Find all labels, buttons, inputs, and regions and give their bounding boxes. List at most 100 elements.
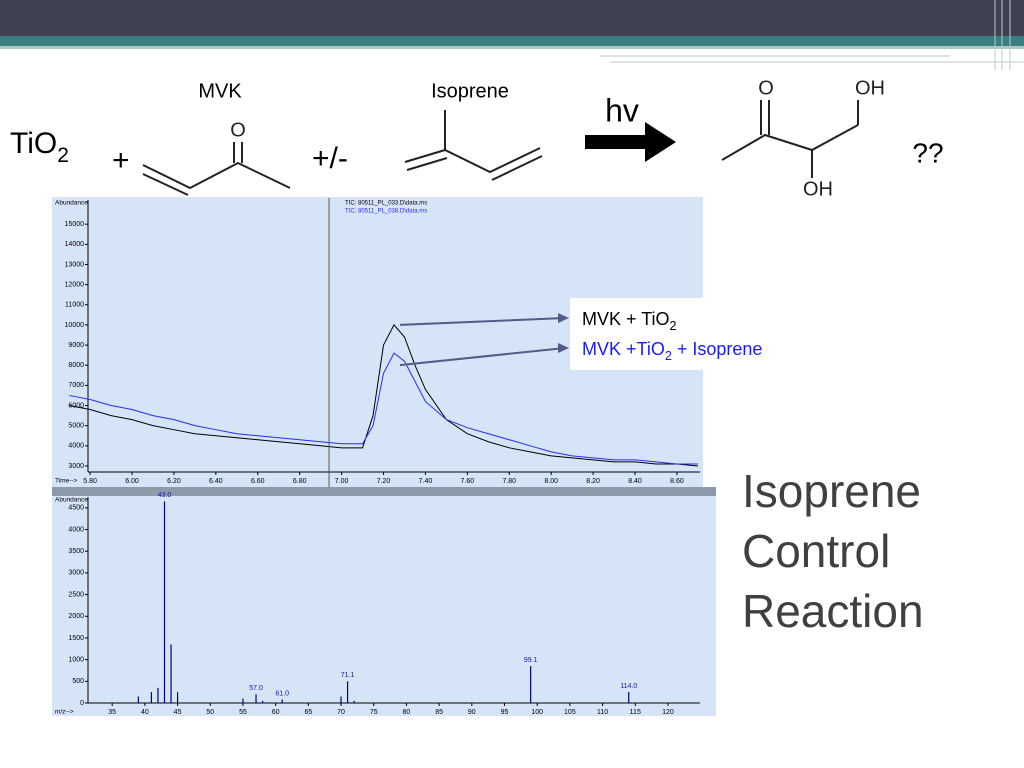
y-tick-label: 4000 bbox=[68, 526, 84, 533]
y-tick-label: 5000 bbox=[68, 423, 84, 430]
atom-label: OH bbox=[855, 77, 885, 99]
subscript: 2 bbox=[670, 319, 677, 333]
y-tick-label: 8000 bbox=[68, 362, 84, 369]
unknown: ?? bbox=[912, 137, 943, 168]
plus-minus: +/- bbox=[312, 142, 348, 175]
legend-entry: TIC: 80511_PL_033.D\data.ms bbox=[345, 201, 427, 207]
x-tick-label: 7.20 bbox=[377, 478, 391, 485]
chart: 0 500 1000 1500 2000 2500 3000 3500 4000 4500 35 40… bbox=[55, 492, 700, 716]
x-tick-label: 8.40 bbox=[628, 478, 642, 485]
y-tick-label: 3500 bbox=[68, 548, 84, 555]
callout-arrow bbox=[399, 347, 566, 367]
y-tick-label: 1500 bbox=[68, 635, 84, 642]
x-tick-label: 35 bbox=[108, 709, 116, 716]
x-tick-label: 40 bbox=[141, 709, 149, 716]
y-tick-label: 500 bbox=[72, 678, 84, 685]
x-tick-label: 55 bbox=[239, 709, 247, 716]
y-tick-label: 10000 bbox=[65, 322, 85, 329]
y-tick-label: 4500 bbox=[68, 505, 84, 512]
reagent-text: TiO bbox=[10, 127, 57, 160]
subscript: 2 bbox=[665, 349, 672, 363]
ms-title-bar bbox=[52, 487, 716, 496]
x-axis-label: Time--> bbox=[55, 478, 78, 485]
x-tick-label: 110 bbox=[597, 709, 608, 716]
x-tick-label: 8.20 bbox=[586, 478, 600, 485]
x-tick-label: 120 bbox=[662, 709, 674, 716]
hv: hv bbox=[605, 92, 639, 128]
peak-label: 61.0 bbox=[275, 690, 289, 697]
callout-arrowhead bbox=[558, 343, 569, 353]
mvk-label: MVK bbox=[198, 80, 242, 102]
stripe-light bbox=[0, 46, 1024, 49]
y-tick-label: 3000 bbox=[68, 570, 84, 577]
x-tick-label: 70 bbox=[337, 709, 345, 716]
x-tick-label: 6.00 bbox=[125, 478, 139, 485]
y-tick-label: 0 bbox=[80, 700, 84, 707]
slide-title: Control bbox=[742, 525, 890, 577]
y-tick-label: 7000 bbox=[68, 382, 84, 389]
x-tick-label: 7.80 bbox=[502, 478, 516, 485]
x-tick-label: 80 bbox=[403, 709, 411, 716]
slide-title: Reaction bbox=[742, 585, 924, 637]
x-tick-label: 75 bbox=[370, 709, 378, 716]
callout-arrow bbox=[399, 317, 566, 326]
annotation: MVK +TiO2 + Isoprene bbox=[582, 339, 762, 364]
y-tick-label: 14000 bbox=[65, 241, 85, 248]
series-line bbox=[69, 352, 698, 465]
peak-label: 99.1 bbox=[524, 657, 538, 664]
x-tick-label: 100 bbox=[531, 709, 543, 716]
x-tick-label: 6.20 bbox=[167, 478, 181, 485]
y-tick-label: 2500 bbox=[68, 591, 84, 598]
top-band bbox=[0, 0, 1024, 36]
ms-panel bbox=[52, 496, 716, 716]
slide-title: Isoprene bbox=[742, 465, 921, 517]
mvk-structure bbox=[142, 142, 291, 196]
x-tick-label: 45 bbox=[174, 709, 182, 716]
x-tick-label: 50 bbox=[206, 709, 214, 716]
x-tick-label: 95 bbox=[501, 709, 509, 716]
x-tick-label: 7.60 bbox=[461, 478, 475, 485]
y-tick-label: 13000 bbox=[65, 261, 85, 268]
y-axis-label: Abundance bbox=[55, 497, 88, 504]
peak-label: 71.1 bbox=[341, 672, 355, 679]
y-tick-label: 6000 bbox=[68, 402, 84, 409]
legend-entry: TIC: 80511_PL_038.D\data.ms bbox=[345, 209, 427, 215]
atom-label: OH bbox=[803, 178, 833, 200]
x-axis-label: m/z--> bbox=[55, 709, 74, 716]
reaction-arrow bbox=[585, 122, 676, 162]
peak-label: 57.0 bbox=[249, 685, 263, 692]
chart: 3000 4000 5000 6000 7000 8000 9000 10000 11000 12… bbox=[55, 198, 762, 487]
y-tick-label: 2000 bbox=[68, 613, 84, 620]
peak-label: 114.0 bbox=[620, 683, 637, 690]
x-tick-label: 85 bbox=[435, 709, 443, 716]
decor-lines bbox=[600, 0, 1024, 70]
annotation-text: MVK +TiO bbox=[582, 339, 665, 359]
atom-label: O bbox=[230, 119, 246, 141]
y-tick-label: 4000 bbox=[68, 443, 84, 450]
y-tick-label: 15000 bbox=[65, 221, 85, 228]
x-tick-label: 6.40 bbox=[209, 478, 223, 485]
annotation-text: MVK + TiO bbox=[582, 309, 670, 329]
annotation: MVK + TiO2 bbox=[582, 309, 677, 334]
reagent: TiO2 bbox=[10, 127, 69, 167]
x-tick-label: 6.60 bbox=[251, 478, 265, 485]
isoprene-structure bbox=[404, 110, 543, 181]
x-tick-label: 115 bbox=[630, 709, 641, 716]
subscript: 2 bbox=[57, 144, 69, 167]
y-tick-label: 3000 bbox=[68, 463, 84, 470]
atom-label: O bbox=[758, 77, 774, 99]
x-tick-label: 65 bbox=[304, 709, 312, 716]
series-line bbox=[69, 324, 698, 467]
y-tick-label: 9000 bbox=[68, 342, 84, 349]
x-tick-label: 5.80 bbox=[83, 478, 97, 485]
x-tick-label: 6.80 bbox=[293, 478, 307, 485]
annotation-text: + Isoprene bbox=[672, 339, 763, 359]
plus: + bbox=[112, 144, 130, 177]
x-tick-label: 7.00 bbox=[335, 478, 349, 485]
y-tick-label: 11000 bbox=[65, 302, 84, 309]
y-tick-label: 12000 bbox=[65, 281, 85, 288]
y-tick-label: 1000 bbox=[68, 656, 84, 663]
x-tick-label: 60 bbox=[272, 709, 280, 716]
peak-label: 43.0 bbox=[158, 492, 172, 499]
